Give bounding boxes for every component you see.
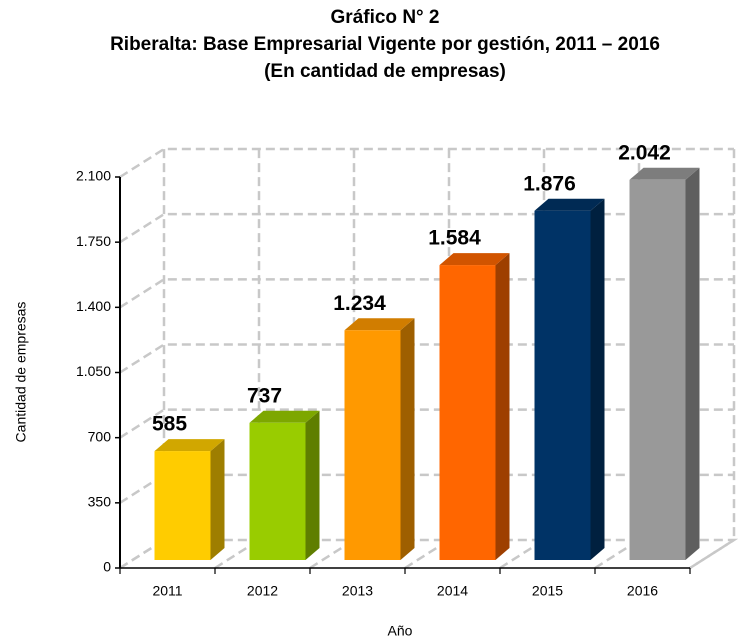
grid-line xyxy=(214,149,261,570)
bar-side xyxy=(305,410,320,560)
grid-line xyxy=(119,408,734,439)
grid-line xyxy=(119,473,734,504)
bar-side xyxy=(685,167,700,560)
y-tick-label: 0 xyxy=(103,559,111,575)
value-label: 2.042 xyxy=(618,141,671,164)
y-tick-label: 1.400 xyxy=(76,298,111,314)
bar-top xyxy=(249,410,320,423)
value-label: 1.584 xyxy=(428,227,481,250)
bar xyxy=(249,422,306,560)
bar-top xyxy=(629,167,700,180)
bar-side xyxy=(495,253,510,560)
bar-top xyxy=(154,439,225,452)
grid-line xyxy=(119,343,734,374)
x-tick-label: 2013 xyxy=(342,583,373,599)
chart-subtitle: (En cantidad de empresas) xyxy=(264,61,506,82)
bar-side xyxy=(210,439,225,560)
bar-top xyxy=(534,198,605,211)
y-tick-label: 1.050 xyxy=(76,363,111,379)
value-label: 1.876 xyxy=(523,172,576,195)
x-tick-label: 2011 xyxy=(152,583,182,599)
grid-line xyxy=(119,149,166,570)
value-label: 737 xyxy=(247,384,282,407)
y-tick-label: 2.100 xyxy=(76,168,111,184)
y-axis-label: Cantidad de empresas xyxy=(13,302,29,443)
grid-line xyxy=(689,149,736,570)
chart-subtitle: Riberalta: Base Empresarial Vigente por … xyxy=(110,34,660,55)
bar-top xyxy=(439,253,510,266)
value-label: 1.234 xyxy=(333,292,386,315)
chart-title: Gráfico N° 2 xyxy=(331,7,440,28)
bar-side xyxy=(400,318,415,560)
y-tick-label: 700 xyxy=(88,428,112,444)
bar xyxy=(534,210,591,560)
x-tick-label: 2014 xyxy=(437,583,468,599)
x-tick-label: 2015 xyxy=(532,583,563,599)
x-tick-label: 2016 xyxy=(627,583,658,599)
bar xyxy=(344,330,401,560)
grid-line xyxy=(309,149,356,570)
bar-side xyxy=(590,198,605,560)
bar xyxy=(439,265,496,560)
bar xyxy=(629,179,686,560)
grid-line xyxy=(119,212,734,244)
y-tick-label: 1.750 xyxy=(76,233,111,249)
y-tick-label: 350 xyxy=(88,494,112,510)
bar-top xyxy=(344,318,415,331)
grid-line xyxy=(119,278,734,309)
value-label: 585 xyxy=(152,413,187,436)
x-axis-label: Año xyxy=(388,623,413,639)
x-tick-label: 2012 xyxy=(247,583,278,599)
grid-line xyxy=(119,147,734,179)
bar xyxy=(154,451,211,560)
